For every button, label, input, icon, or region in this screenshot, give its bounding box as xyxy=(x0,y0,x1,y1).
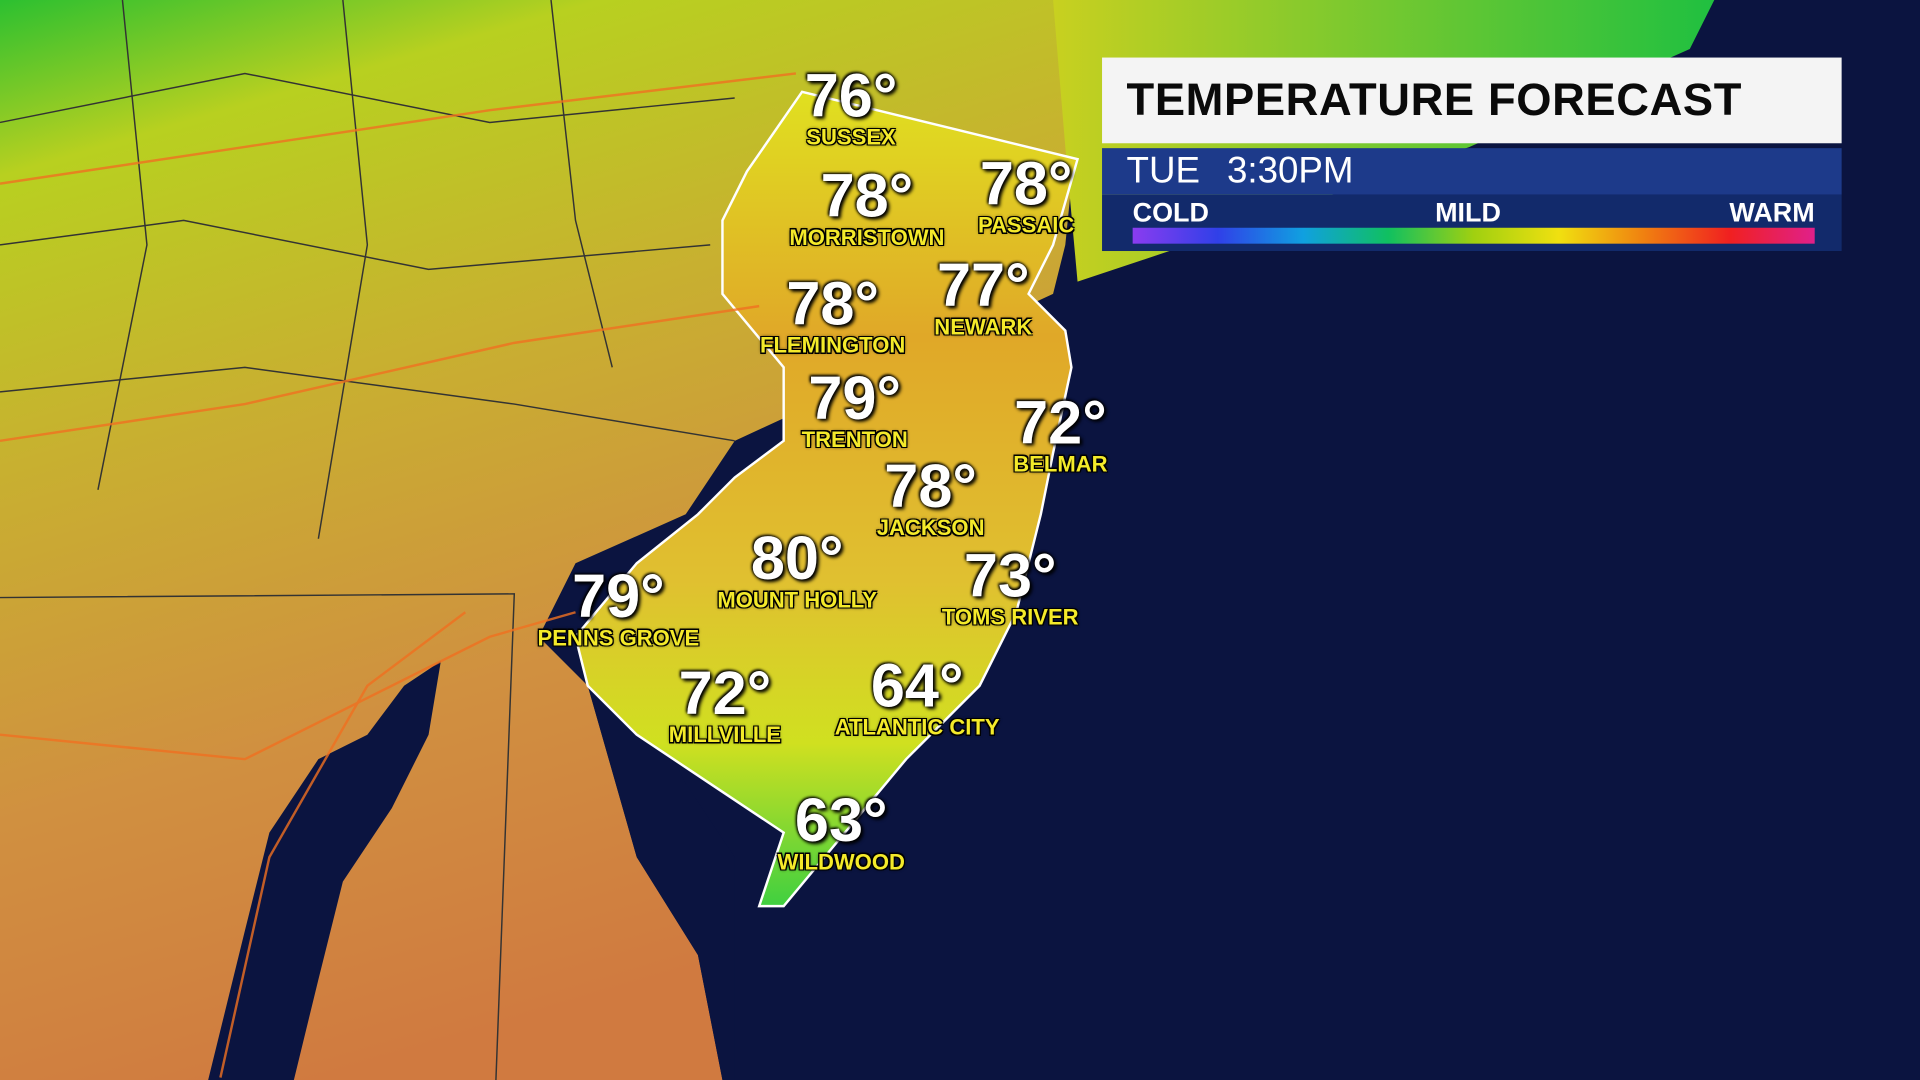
forecast-clock: 3:30PM xyxy=(1226,150,1354,192)
city-label-sussex: 76° SUSSEX xyxy=(804,61,898,150)
city-label-passaic: 78° PASSAIC xyxy=(977,149,1075,238)
city-name: BELMAR xyxy=(1013,451,1108,477)
forecast-day: TUE xyxy=(1126,150,1201,192)
city-label-atlantic-city: 64° ATLANTIC CITY xyxy=(834,651,1000,740)
scale-label-cold: COLD xyxy=(1132,197,1209,228)
forecast-time: TUE 3:30PM xyxy=(1102,148,1842,195)
city-temperature: 63° xyxy=(794,786,888,855)
county-borders xyxy=(0,0,735,1080)
city-label-wildwood: 63° WILDWOOD xyxy=(777,786,905,875)
color-scale-bar xyxy=(1132,227,1815,244)
city-temperature: 76° xyxy=(804,61,898,130)
city-name: NEWARK xyxy=(934,314,1033,340)
city-temperature: 72° xyxy=(678,658,772,728)
city-name: WILDWOOD xyxy=(777,849,905,875)
city-name: TRENTON xyxy=(801,427,908,452)
city-label-jackson: 78° JACKSON xyxy=(876,451,985,541)
chesapeake-bay xyxy=(208,661,441,1080)
city-label-newark: 77° NEWARK xyxy=(934,251,1033,340)
city-name: ATLANTIC CITY xyxy=(834,715,1000,740)
city-label-trenton: 79° TRENTON xyxy=(801,363,908,452)
city-temperature: 78° xyxy=(884,451,977,521)
city-name: MOUNT HOLLY xyxy=(717,587,877,613)
city-temperature: 77° xyxy=(936,251,1030,320)
city-temperature: 73° xyxy=(963,541,1057,610)
city-name: SUSSEX xyxy=(806,124,896,150)
city-temperature: 78° xyxy=(979,149,1073,218)
delaware-bay xyxy=(575,636,735,1080)
highways xyxy=(0,72,797,1078)
city-name: PENNS GROVE xyxy=(537,625,700,651)
city-label-flemington: 78° FLEMINGTON xyxy=(759,269,906,358)
city-label-millville: 72° MILLVILLE xyxy=(668,658,782,747)
city-temperature: 80° xyxy=(750,524,844,593)
panel-title: TEMPERATURE FORECAST xyxy=(1102,57,1842,144)
city-name: FLEMINGTON xyxy=(759,333,906,358)
new-jersey xyxy=(574,90,1080,908)
city-temperature: 79° xyxy=(572,562,665,631)
city-label-morristown: 78° MORRISTOWN xyxy=(789,161,945,250)
city-temperature: 64° xyxy=(870,651,964,721)
city-label-penns-grove: 79° PENNS GROVE xyxy=(537,562,700,651)
city-name: MILLVILLE xyxy=(668,722,782,747)
city-temperature: 78° xyxy=(820,161,914,231)
city-temperature: 78° xyxy=(786,269,879,338)
scale-label-warm: WARM xyxy=(1729,197,1815,228)
forecast-panel: TEMPERATURE FORECAST TUE 3:30PM COLD MIL… xyxy=(1102,57,1842,252)
city-name: TOMS RIVER xyxy=(941,604,1079,630)
city-label-mount-holly: 80° MOUNT HOLLY xyxy=(717,524,877,613)
scale-label-mild: MILD xyxy=(1435,197,1501,228)
city-name: MORRISTOWN xyxy=(789,225,945,250)
city-label-toms-river: 73° TOMS RIVER xyxy=(941,541,1079,630)
city-temperature: 79° xyxy=(808,363,901,433)
city-name: PASSAIC xyxy=(977,213,1075,238)
city-name: JACKSON xyxy=(876,515,985,541)
temperature-scale-legend: COLD MILD WARM xyxy=(1102,194,1842,252)
city-label-belmar: 72° BELMAR xyxy=(1013,388,1108,477)
city-temperature: 72° xyxy=(1014,388,1107,457)
